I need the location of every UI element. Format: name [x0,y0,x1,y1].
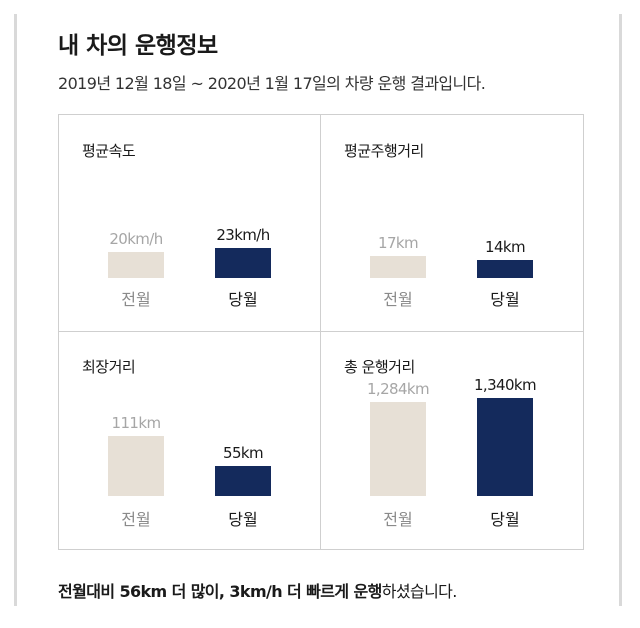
category-label-curr: 당월 [490,290,520,309]
content-frame [14,14,622,606]
value-label-prev: 20km/h [109,230,163,248]
value-label-curr: 14km [485,238,526,256]
stats-grid [58,114,584,550]
summary-text: 전월대비 56km 더 많이, 3km/h 더 빠르게 운행하셨습니다. [58,578,457,602]
value-label-curr: 23km/h [216,226,270,244]
bar-curr [215,248,271,278]
category-label-prev: 전월 [383,510,413,529]
category-label-curr: 당월 [490,510,520,529]
value-label-curr: 1,340km [473,376,537,394]
value-label-curr: 55km [223,444,264,462]
bar-prev [370,256,426,278]
bar-curr [477,398,533,496]
bar-prev [108,252,164,278]
category-label-prev: 전월 [121,510,151,529]
grid-divider-vertical [320,114,321,550]
grid-divider-horizontal [58,331,584,332]
value-label-prev: 17km [378,234,419,252]
category-label-prev: 전월 [383,290,413,309]
category-label-curr: 당월 [228,510,258,529]
panel-title: 평균주행거리 [344,142,424,160]
panel-title: 총 운행거리 [344,358,415,376]
bar-prev [108,436,164,496]
bar-curr [215,466,271,496]
bar-prev [370,402,426,496]
period-subtitle: 2019년 12월 18일 ~ 2020년 1월 17일의 차량 운행 결과입니… [58,74,486,93]
page-title: 내 차의 운행정보 [58,33,218,59]
summary-suffix: 하셨습니다. [381,582,458,601]
category-label-prev: 전월 [121,290,151,309]
panel-title: 평균속도 [82,142,136,160]
bar-curr [477,260,533,278]
panel-title: 최장거리 [82,358,136,376]
category-label-curr: 당월 [228,290,258,309]
value-label-prev: 1,284km [366,380,430,398]
value-label-prev: 111km [111,414,162,432]
summary-highlight: 전월대비 56km 더 많이, 3km/h 더 빠르게 운행 [58,582,382,601]
